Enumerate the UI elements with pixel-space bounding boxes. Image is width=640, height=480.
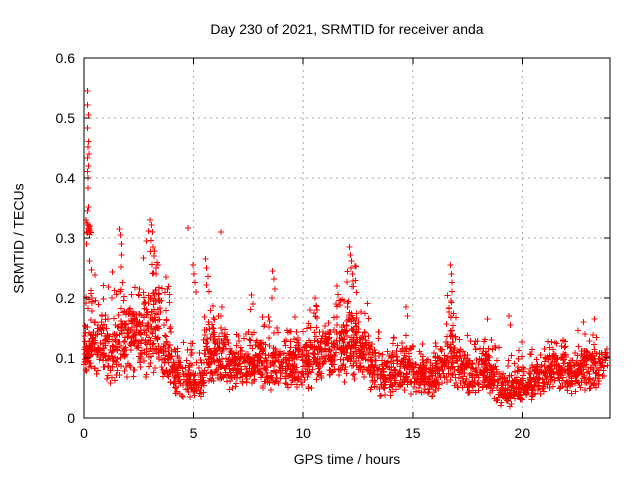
x-tick-label-20: 20 (515, 425, 531, 441)
chart-title: Day 230 of 2021, SRMTID for receiver and… (210, 21, 484, 37)
y-tick-label-0.3: 0.3 (56, 230, 76, 246)
y-tick-label-0.6: 0.6 (56, 50, 76, 66)
y-tick-label-0.4: 0.4 (56, 170, 76, 186)
x-tick-label-15: 15 (405, 425, 421, 441)
x-tick-label-0: 0 (80, 425, 88, 441)
x-axis-label: GPS time / hours (293, 451, 401, 467)
x-tick-label-5: 5 (190, 425, 198, 441)
y-tick-label-0.5: 0.5 (56, 110, 76, 126)
y-tick-label-0.2: 0.2 (56, 290, 76, 306)
y-tick-label-0.1: 0.1 (56, 350, 76, 366)
data-points (81, 88, 611, 410)
y-tick-label-0: 0 (67, 410, 75, 426)
x-tick-label-10: 10 (295, 425, 311, 441)
